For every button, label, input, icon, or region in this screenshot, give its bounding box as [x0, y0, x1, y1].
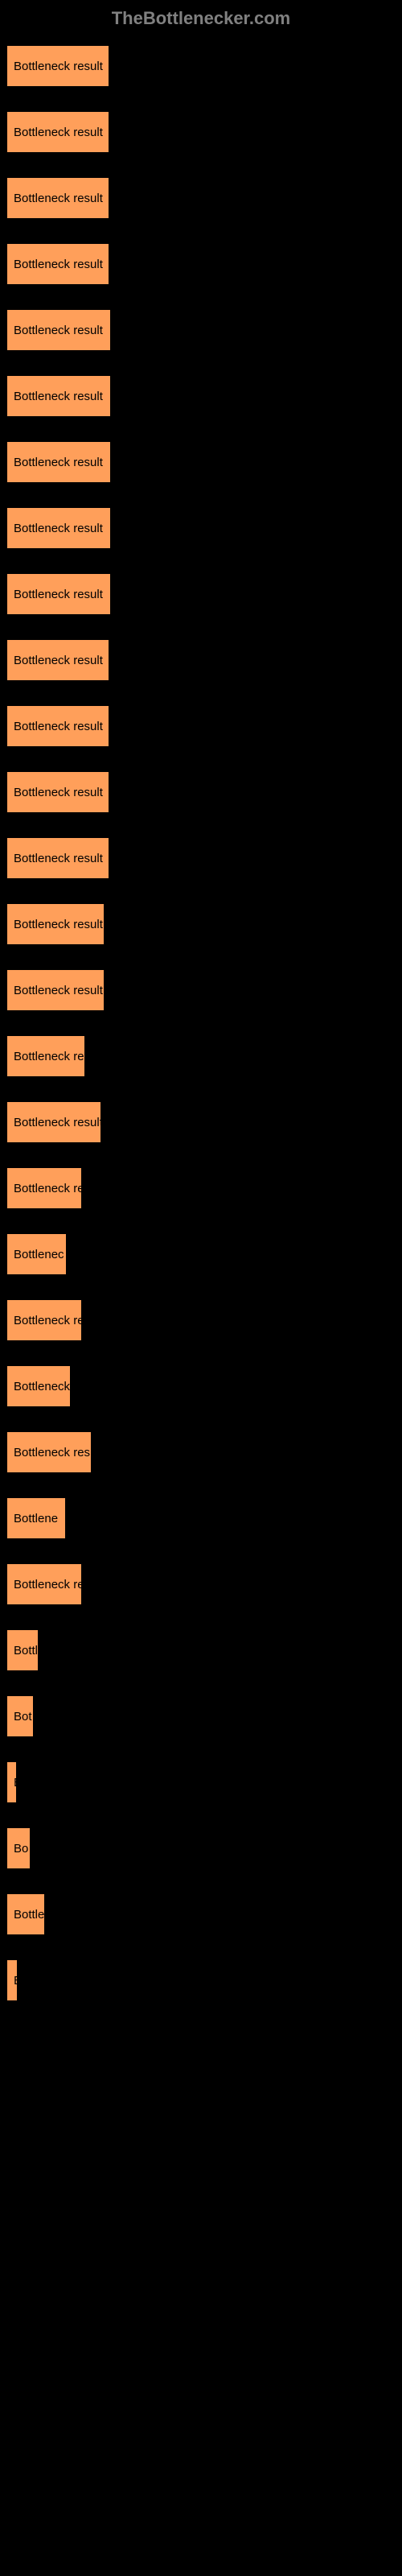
bar-row: Bottleneck result — [6, 309, 402, 351]
bar-label: Bottleneck result — [14, 1116, 100, 1129]
bar-chart: Bottleneck result Bottleneck result Bottle… — [0, 45, 402, 2001]
bar-row: Bottleneck result — [6, 441, 402, 483]
chart-bar: Bottleneck result — [6, 507, 111, 549]
bar-row: Bottleneck result — [6, 177, 402, 219]
bar-row: Bottleneck res — [6, 1035, 402, 1077]
chart-bar: Bottleneck result — [6, 45, 109, 87]
bar-label: Bottleneck result — [14, 390, 103, 403]
chart-bar: Bottlenec — [6, 1233, 67, 1275]
chart-bar: Bottleneck result — [6, 309, 111, 351]
bar-label: Bottlene — [14, 1512, 58, 1525]
bar-row: Bottleneck result — [6, 573, 402, 615]
chart-bar: Bottleneck re — [6, 1563, 82, 1605]
bar-label: Bottleneck re — [14, 1578, 81, 1591]
bar-row: Bottleneck result — [6, 111, 402, 153]
bar-label: Bottleneck result — [14, 258, 103, 271]
chart-bar: Bottleneck — [6, 1365, 71, 1407]
bar-label: Bottleneck res — [14, 1050, 84, 1063]
bar-label: Bottleneck result — [14, 720, 103, 733]
bar-label: Bottleneck re — [14, 1314, 81, 1327]
bar-row: Bottleneck result — [6, 705, 402, 747]
chart-bar: Bottlene — [6, 1497, 66, 1539]
chart-bar: Bottleneck result — [6, 441, 111, 483]
chart-bar: Bottleneck res — [6, 1431, 92, 1473]
bar-label: Bottleneck — [14, 1380, 70, 1393]
bar-row: Bottleneck result — [6, 507, 402, 549]
bar-row: Bottleneck result — [6, 903, 402, 945]
bar-row: Bottleneck result — [6, 1101, 402, 1143]
bar-label: Bottleneck result — [14, 852, 103, 865]
bar-row: Bottleneck result — [6, 969, 402, 1011]
bar-row: B — [6, 1959, 402, 2001]
chart-bar: Bottleneck result — [6, 639, 109, 681]
chart-bar: Bottleneck res — [6, 1035, 85, 1077]
bar-label: Bottle — [14, 1908, 44, 1922]
bar-row: B — [6, 1761, 402, 1803]
bar-row: Bottleneck result — [6, 771, 402, 813]
bar-label: Bottleneck result — [14, 588, 103, 601]
chart-bar: Bottleneck result — [6, 573, 111, 615]
bar-row: Bottleneck result — [6, 243, 402, 285]
bar-row: Bottleneck result — [6, 639, 402, 681]
bar-row: Bottleneck result — [6, 375, 402, 417]
bar-label: Bottl — [14, 1644, 38, 1657]
bar-row: Bot — [6, 1695, 402, 1737]
bar-label: Bottleneck result — [14, 192, 103, 205]
chart-bar: Bottleneck re — [6, 1299, 82, 1341]
site-logo: TheBottlenecker.com — [0, 8, 402, 29]
bar-row: Bottlene — [6, 1497, 402, 1539]
chart-bar: Bottleneck re — [6, 1167, 82, 1209]
chart-bar: Bottleneck result — [6, 243, 109, 285]
bar-label: Bottleneck re — [14, 1182, 81, 1195]
chart-bar: Bo — [6, 1827, 31, 1869]
bar-row: Bottleneck res — [6, 1431, 402, 1473]
chart-bar: Bottleneck result — [6, 837, 109, 879]
bar-row: Bottleneck re — [6, 1299, 402, 1341]
bar-label: Bottleneck result — [14, 984, 103, 997]
bar-row: Bottleneck — [6, 1365, 402, 1407]
bar-label: Bottleneck result — [14, 918, 103, 931]
bar-label: Bot — [14, 1710, 32, 1724]
chart-bar: B — [6, 1761, 17, 1803]
bar-label: B — [14, 1776, 16, 1790]
chart-bar: Bottleneck result — [6, 771, 109, 813]
chart-bar: Bottleneck result — [6, 375, 111, 417]
bar-label: Bottlenec — [14, 1248, 64, 1261]
bar-row: Bottlenec — [6, 1233, 402, 1275]
bar-row: Bottleneck result — [6, 45, 402, 87]
chart-bar: Bottle — [6, 1893, 45, 1935]
bar-row: Bottle — [6, 1893, 402, 1935]
bar-row: Bottleneck re — [6, 1563, 402, 1605]
chart-bar: Bottleneck result — [6, 903, 105, 945]
bar-row: Bo — [6, 1827, 402, 1869]
bar-label: Bottleneck result — [14, 522, 103, 535]
bar-label: Bottleneck result — [14, 126, 103, 139]
chart-bar: Bot — [6, 1695, 34, 1737]
bar-label: B — [14, 1974, 17, 1988]
bar-label: Bottleneck result — [14, 654, 103, 667]
bar-row: Bottl — [6, 1629, 402, 1671]
chart-bar: Bottleneck result — [6, 705, 109, 747]
chart-bar: Bottl — [6, 1629, 39, 1671]
bar-row: Bottleneck re — [6, 1167, 402, 1209]
bar-label: Bottleneck result — [14, 60, 103, 73]
chart-bar: Bottleneck result — [6, 177, 109, 219]
chart-bar: Bottleneck result — [6, 111, 109, 153]
bar-label: Bottleneck result — [14, 786, 103, 799]
bar-label: Bottleneck result — [14, 324, 103, 337]
bar-row: Bottleneck result — [6, 837, 402, 879]
bar-label: Bottleneck result — [14, 456, 103, 469]
bar-label: Bo — [14, 1842, 28, 1856]
bar-label: Bottleneck res — [14, 1446, 90, 1459]
chart-bar: B — [6, 1959, 18, 2001]
chart-bar: Bottleneck result — [6, 1101, 101, 1143]
chart-bar: Bottleneck result — [6, 969, 105, 1011]
